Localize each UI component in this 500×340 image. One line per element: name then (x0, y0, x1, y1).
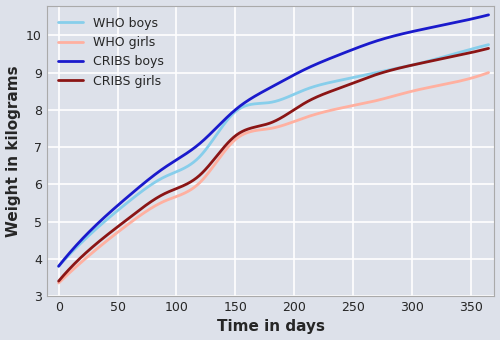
CRIBS girls (309, 97, 315, 101)
CRIBS girls (486, 46, 492, 50)
CRIBS girls (250, 125, 256, 130)
CRIBS girls (166, 189, 172, 193)
Legend: WHO boys, WHO girls, CRIBS boys, CRIBS girls: WHO boys, WHO girls, CRIBS boys, CRIBS g… (53, 12, 169, 92)
WHO girls (250, 129, 256, 133)
WHO girls (166, 197, 172, 201)
CRIBS boys (309, 64, 315, 68)
WHO boys (56, 264, 62, 268)
WHO girls (132, 217, 138, 221)
WHO boys (132, 195, 138, 199)
WHO girls (56, 281, 62, 285)
CRIBS boys (250, 95, 256, 99)
Y-axis label: Weight in kilograms: Weight in kilograms (6, 65, 20, 237)
CRIBS boys (342, 50, 348, 54)
X-axis label: Time in days: Time in days (216, 320, 324, 335)
WHO boys (486, 42, 492, 47)
WHO boys (250, 102, 256, 106)
CRIBS girls (56, 279, 62, 283)
CRIBS boys (380, 37, 386, 41)
CRIBS boys (132, 189, 138, 193)
WHO girls (309, 113, 315, 117)
CRIBS girls (342, 84, 348, 88)
CRIBS boys (486, 13, 492, 17)
WHO girls (380, 97, 386, 101)
CRIBS girls (132, 211, 138, 216)
Line: CRIBS girls: CRIBS girls (58, 48, 488, 281)
WHO boys (342, 77, 348, 81)
Line: WHO girls: WHO girls (58, 72, 488, 283)
Line: CRIBS boys: CRIBS boys (58, 15, 488, 266)
WHO boys (380, 69, 386, 73)
CRIBS boys (166, 163, 172, 167)
Line: WHO boys: WHO boys (58, 45, 488, 266)
WHO boys (309, 85, 315, 89)
WHO boys (166, 173, 172, 177)
WHO girls (486, 70, 492, 74)
CRIBS boys (56, 264, 62, 268)
WHO girls (342, 105, 348, 109)
CRIBS girls (380, 71, 386, 75)
